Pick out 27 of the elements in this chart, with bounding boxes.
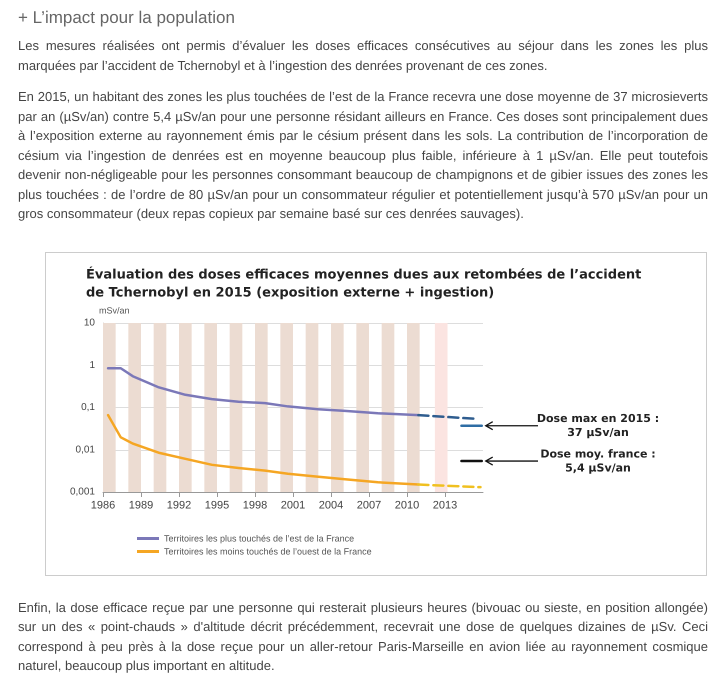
x-tick-label: 1992 — [166, 499, 192, 511]
text: Enfin, la dose efficace reçue par une personne qui resterait plusieurs heures (bivouac ou sieste, en position allongée) sur un des « point-chauds » d'altitude décrit précédemment, recevrait une dose de quelques dizaines de µSv. Ceci correspond à peu près à la dose reçue pour un aller-retour Paris-Marseille en avion liée au rayonnement cosmique naturel, beaucoup plus important en altitude. — [18, 598, 708, 675]
x-tick-label: 1998 — [242, 499, 268, 511]
y-tick-label: 0,001 — [70, 486, 96, 497]
text: Dose moy. france : 5,4 µSv/an — [540, 447, 656, 474]
line-series — [106, 413, 420, 486]
x-tick-label: 1989 — [128, 499, 154, 511]
y-axis-title: mSv/an — [99, 305, 130, 315]
legend-label: Territoires les moins touchés de l’ouest de la France — [164, 546, 372, 556]
text: En 2015, un habitant des zones les plus touchées de l’est de la France recevra une dose moyenne de 37 microsieverts par an (µSv/an) contre 5,4 µSv/an pour une personne résidant ailleurs en France. Ces doses sont principalement dues à l’exposition externe au rayonnement émis par le césium présent dans les sols. La contribution de l’incorporation de césium via l’ingestion de denrées est en moyenne beaucoup plus faible, inférieure à 1 µSv/an. Elle peut toutefois devenir non-négligeable pour les personnes consommant beaucoup de champignons et de gibier issues des zones les plus touchées : de l’ordre de 80 µSv/an pour un consommateur régulier et potentiellement jusqu’à 570 µSv/an pour un gros consommateur (deux repas copieux par semaine basé sur ces denrées sauvages). — [18, 88, 708, 223]
text: Les mesures réalisées ont permis d’évaluer les doses efficaces consécutives au séjour dans les zones les plus marquées par l’accident de Tchernobyl et à l’ingestion des denrées provenant de ces zones. — [18, 37, 708, 75]
y-tick-label: 0,1 — [81, 402, 96, 412]
y-tick-label: 10 — [84, 317, 96, 328]
x-tick-label: 1995 — [204, 499, 230, 511]
y-tick-label: 0,01 — [76, 444, 96, 455]
x-tick-label: 1986 — [90, 499, 116, 511]
line-series — [106, 366, 420, 416]
text: Dose max en 2015 : 37 µSv/an — [536, 412, 660, 439]
x-tick-label: 2001 — [280, 499, 306, 511]
text: + L’impact pour la population — [18, 8, 236, 28]
x-tick-label: 2013 — [432, 499, 458, 511]
x-tick-label: 2010 — [394, 499, 420, 511]
x-tick-label: 2007 — [356, 499, 382, 511]
chart-title: Évaluation des doses efficaces moyennes dues aux retombées de l’accident de Tchernobyl en 2015 (exposition externe + ingestion) — [86, 265, 646, 300]
x-tick-label: 2004 — [318, 499, 344, 511]
y-tick-label: 1 — [89, 359, 96, 370]
legend-label: Territoires les plus touchés de l’est de la France — [164, 533, 354, 543]
